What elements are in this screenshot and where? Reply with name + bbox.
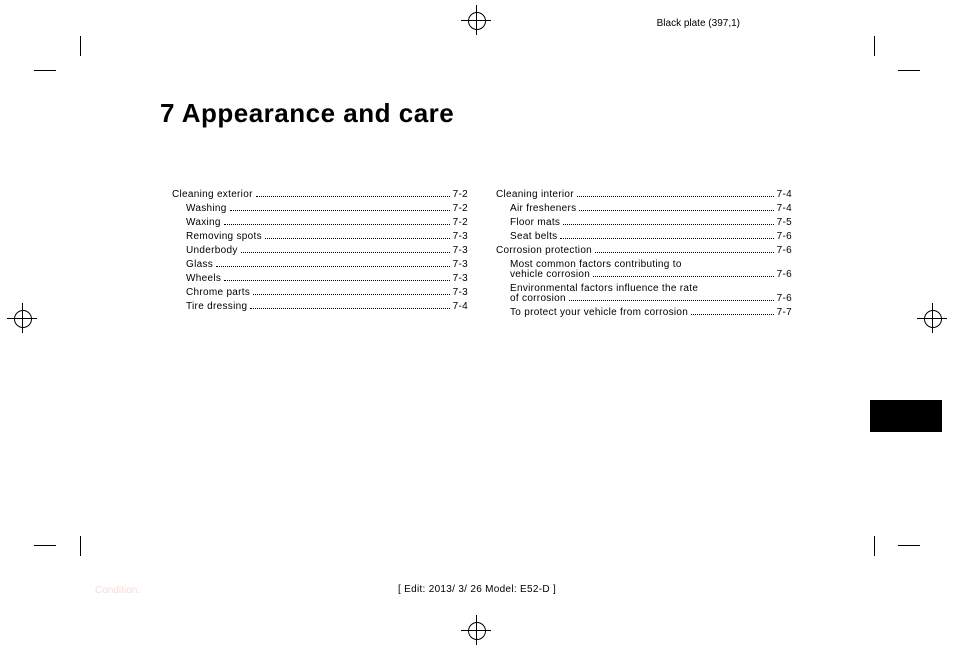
toc-entry: Corrosion protection 7-6 [496,246,792,256]
toc-entry: Waxing 7-2 [172,218,468,228]
toc-entry: Cleaning interior 7-4 [496,190,792,200]
toc-entry-label: vehicle corrosion [510,270,590,280]
toc-entry-page: 7-6 [777,294,792,304]
toc-entry-label: Waxing [186,218,221,228]
toc-entry: Environmental factors influence the rate… [496,284,792,304]
toc-entry-page: 7-3 [453,232,468,242]
toc-entry-label: Washing [186,204,227,214]
toc-leader-dots [241,252,450,253]
crop-mark [898,70,920,71]
toc-leader-dots [250,308,449,309]
toc-entry-label: Air fresheners [510,204,576,214]
toc-leader-dots [224,224,450,225]
chapter-title: 7 Appearance and care [160,98,454,129]
toc-leader-dots [595,252,774,253]
toc-entry-label: Cleaning interior [496,190,574,200]
toc-entry-label: To protect your vehicle from corrosion [510,308,688,318]
toc-entry: Air fresheners 7-4 [496,204,792,214]
toc-entry-page: 7-2 [453,204,468,214]
toc-leader-dots [593,276,774,277]
toc-entry-label: Chrome parts [186,288,250,298]
toc-leader-dots [224,280,449,281]
toc-entry-label: Tire dressing [186,302,247,312]
toc-entry: Removing spots 7-3 [172,232,468,242]
toc-entry-label: Corrosion protection [496,246,592,256]
toc-leader-dots [691,314,774,315]
toc-entry: Chrome parts 7-3 [172,288,468,298]
toc-entry-label: Cleaning exterior [172,190,253,200]
toc-leader-dots [560,238,773,239]
toc-entry-label: of corrosion [510,294,566,304]
table-of-contents: Cleaning exterior 7-2 Washing 7-2 Waxing 7-2 R… [172,190,792,322]
toc-entry: Underbody 7-3 [172,246,468,256]
section-tab-marker [870,400,942,432]
toc-entry: Tire dressing 7-4 [172,302,468,312]
plate-label: Black plate (397,1) [657,18,740,29]
toc-entry-page: 7-3 [453,260,468,270]
toc-entry: Seat belts 7-6 [496,232,792,242]
toc-entry-label: Wheels [186,274,221,284]
toc-entry-label: Removing spots [186,232,262,242]
crop-mark [34,70,56,71]
toc-leader-dots [579,210,773,211]
toc-entry-page: 7-4 [453,302,468,312]
crop-mark [34,545,56,546]
toc-leader-dots [265,238,450,239]
toc-entry: Wheels 7-3 [172,274,468,284]
toc-entry-page: 7-4 [777,204,792,214]
toc-entry: To protect your vehicle from corrosion 7-… [496,308,792,318]
toc-entry-page: 7-2 [453,190,468,200]
toc-entry-page: 7-2 [453,218,468,228]
crop-mark [898,545,920,546]
toc-entry-page: 7-4 [777,190,792,200]
crop-mark [80,36,81,56]
toc-entry-page: 7-6 [777,270,792,280]
toc-entry-label: Underbody [186,246,238,256]
toc-entry-page: 7-7 [777,308,792,318]
toc-column-left: Cleaning exterior 7-2 Washing 7-2 Waxing 7-2 R… [172,190,468,322]
toc-entry: Washing 7-2 [172,204,468,214]
toc-leader-dots [569,300,774,301]
toc-leader-dots [577,196,774,197]
crop-mark [874,536,875,556]
toc-column-right: Cleaning interior 7-4 Air fresheners 7-4 Flo… [496,190,792,322]
toc-leader-dots [563,224,773,225]
toc-leader-dots [253,294,449,295]
crop-mark [874,36,875,56]
toc-entry: Cleaning exterior 7-2 [172,190,468,200]
toc-leader-dots [216,266,450,267]
toc-entry-label: Seat belts [510,232,557,242]
toc-entry-page: 7-3 [453,274,468,284]
toc-entry-label: Glass [186,260,213,270]
toc-entry-page: 7-5 [777,218,792,228]
toc-leader-dots [230,210,450,211]
crop-mark [80,536,81,556]
toc-entry-page: 7-6 [777,232,792,242]
toc-entry-page: 7-6 [777,246,792,256]
toc-entry-page: 7-3 [453,246,468,256]
toc-entry: Floor mats 7-5 [496,218,792,228]
toc-entry: Most common factors contributing tovehic… [496,260,792,280]
toc-entry-page: 7-3 [453,288,468,298]
edit-info: [ Edit: 2013/ 3/ 26 Model: E52-D ] [0,584,954,595]
toc-entry: Glass 7-3 [172,260,468,270]
toc-entry-label: Floor mats [510,218,560,228]
toc-leader-dots [256,196,450,197]
